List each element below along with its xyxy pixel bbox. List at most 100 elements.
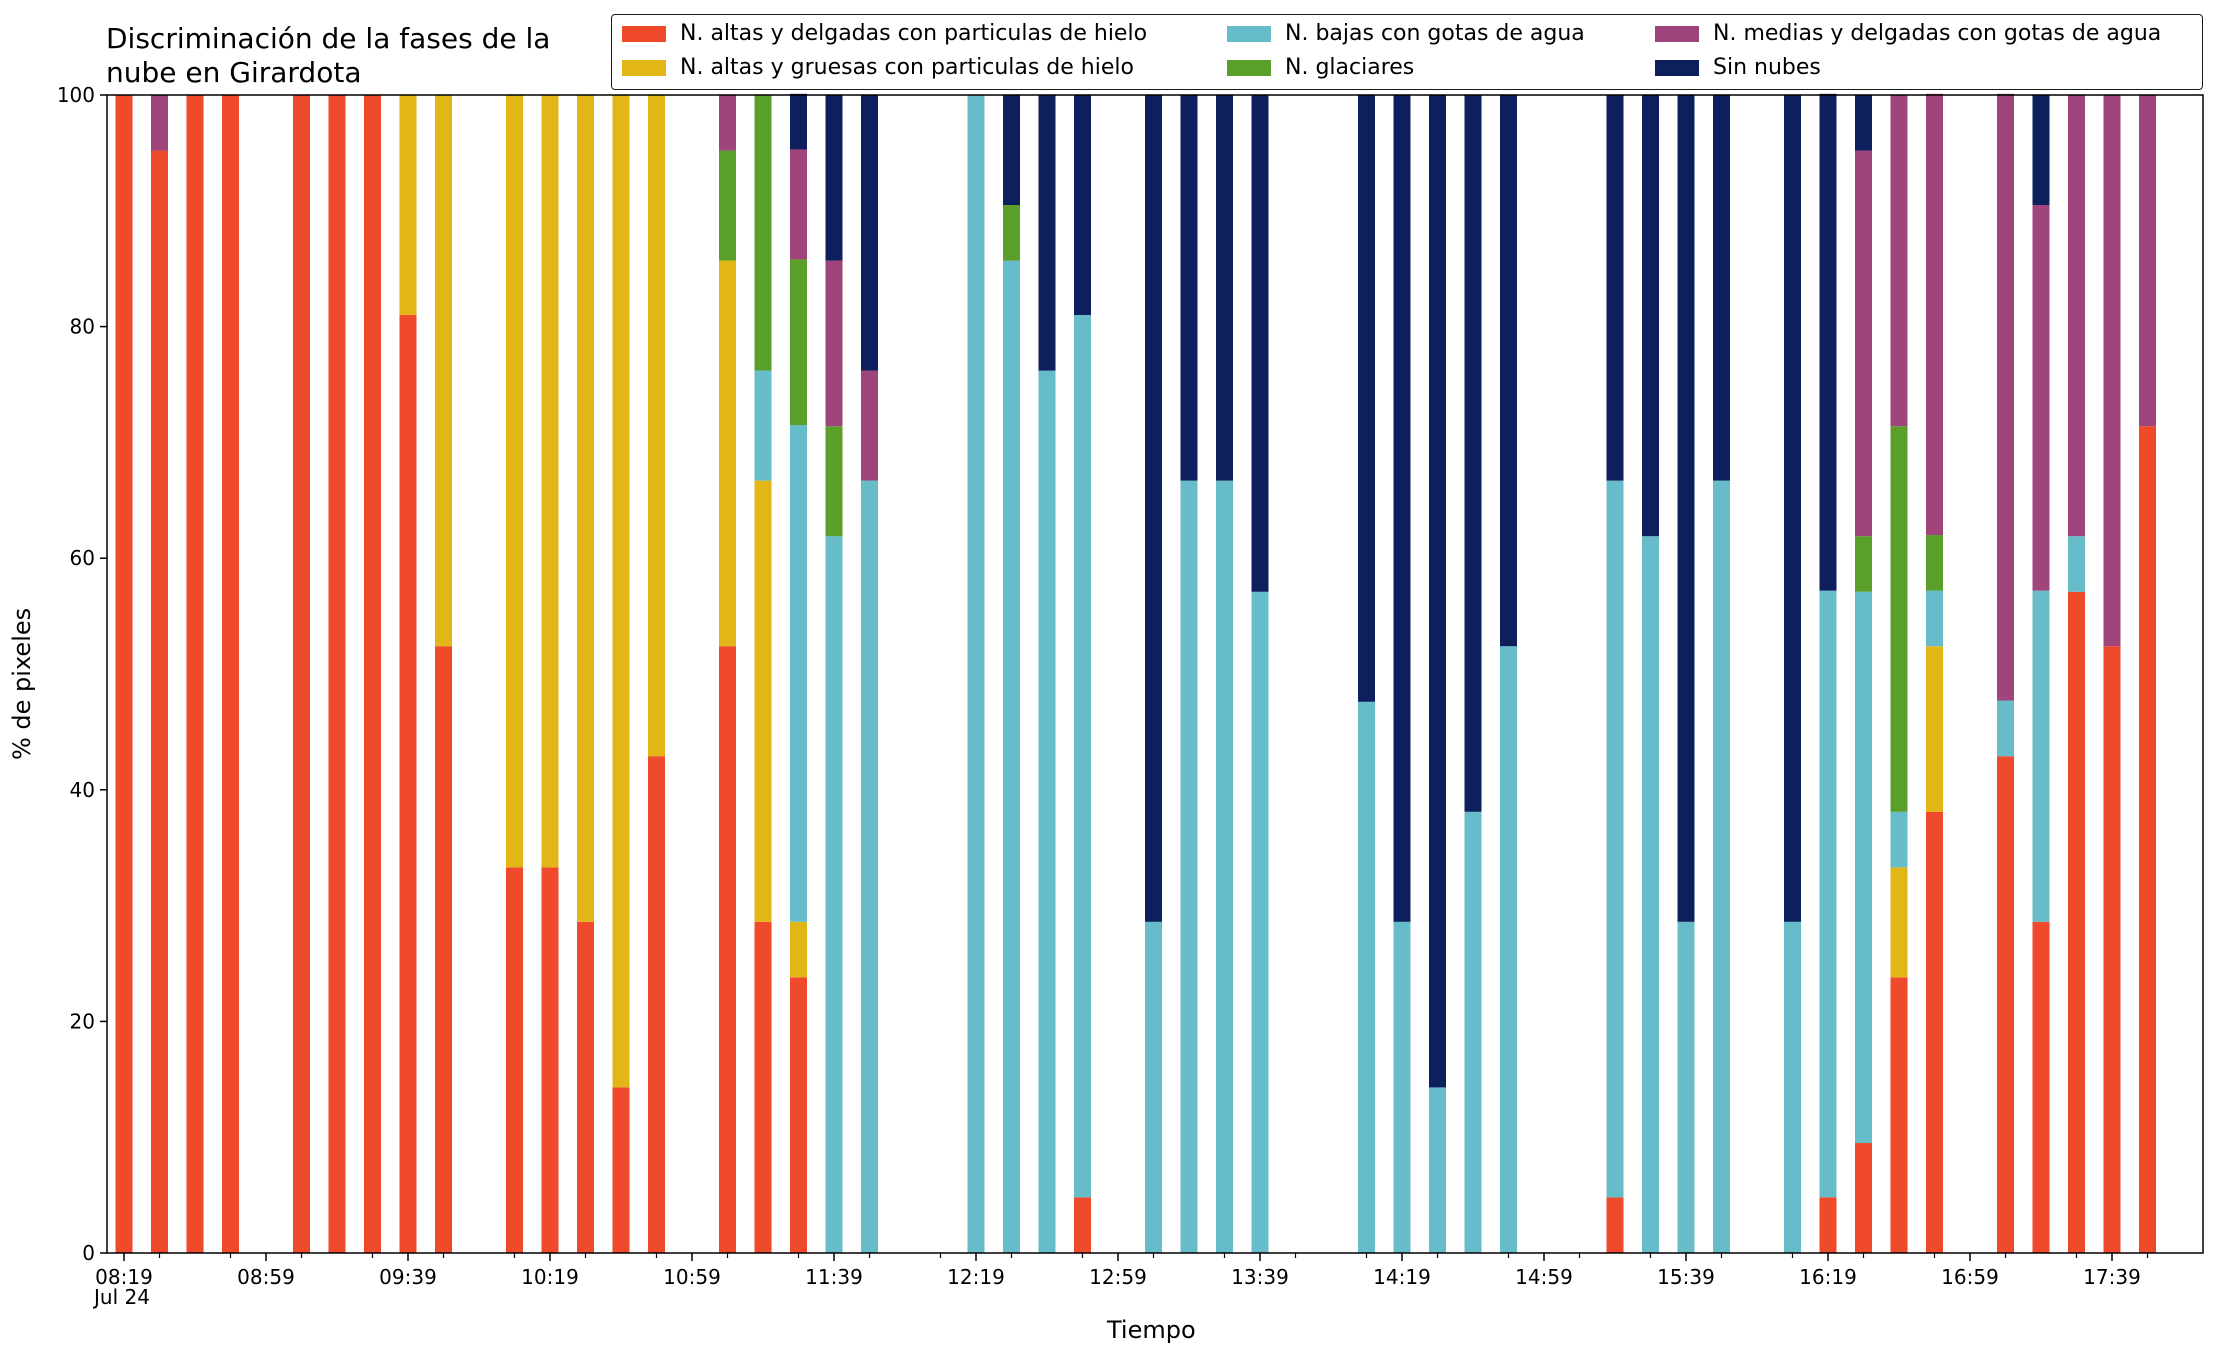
x-tick-label: 16:59 <box>1941 1265 1999 1289</box>
bar-segment <box>2032 205 2050 591</box>
x-tick-label: 12:19 <box>947 1265 1005 1289</box>
x-tick-label: 12:59 <box>1089 1265 1147 1289</box>
legend-swatch <box>622 59 666 76</box>
legend-item: N. bajas con gotas de agua <box>1227 21 1585 46</box>
x-tick-label: 13:39 <box>1231 1265 1289 1289</box>
bar-segment <box>1464 95 1482 812</box>
bar-segment <box>2032 590 2050 922</box>
bar-segment <box>577 95 594 922</box>
bar-segment <box>861 95 878 371</box>
bar-segment <box>1216 480 1233 1253</box>
bar-segment <box>1003 205 1020 261</box>
bar-segment <box>790 149 807 260</box>
bar-segment <box>1642 95 1659 537</box>
bar-segment <box>790 93 807 150</box>
bar-segment <box>612 95 630 1088</box>
bar-segment <box>1890 426 1908 812</box>
y-tick-label: 0 <box>82 1241 95 1265</box>
bar-segment <box>1003 260 1020 1253</box>
bar-segment <box>1180 480 1198 1253</box>
bar-segment <box>861 480 878 1253</box>
bar-segment <box>1926 811 1943 1253</box>
bar-segment <box>1677 921 1695 1253</box>
bar-segment <box>328 95 346 1253</box>
bar-segment <box>754 480 772 922</box>
bar-segment <box>1429 1087 1446 1253</box>
bar-segment <box>1784 95 1801 922</box>
bar-segment <box>1429 95 1446 1088</box>
x-tick-label: 14:19 <box>1373 1265 1431 1289</box>
bar-segment <box>1358 95 1375 702</box>
bar-segment <box>222 95 239 1253</box>
bar-segment <box>1855 95 1872 151</box>
bar-segment <box>2068 95 2085 537</box>
y-tick-label: 80 <box>70 315 95 339</box>
bar-segment <box>790 425 807 922</box>
legend-label: Sin nubes <box>1713 55 1821 80</box>
x-tick-label: 11:39 <box>805 1265 863 1289</box>
axes-layer: 0 20 40 60 80 100 08:19 08:59 09:39 10:19 10:59 11:… <box>57 83 2204 1289</box>
bar-segment <box>1003 95 1020 206</box>
bar-segment <box>1890 95 1908 427</box>
bar-segment <box>719 260 736 647</box>
bar-segment <box>1926 646 1943 812</box>
y-tick-label: 100 <box>57 83 95 107</box>
legend-label: N. bajas con gotas de agua <box>1285 21 1585 46</box>
bar-segment <box>2103 646 2121 1253</box>
bar-segment <box>861 370 878 481</box>
y-axis-label: % de pixeles <box>8 607 36 760</box>
bar-segment <box>1606 95 1624 481</box>
bars-layer <box>115 93 2156 1254</box>
x-axis-date-label: Jul 24 <box>94 1285 150 1309</box>
bar-segment <box>1713 480 1730 1253</box>
bar-segment <box>1819 93 1837 591</box>
legend-item: N. altas y gruesas con particulas de hie… <box>622 55 1134 80</box>
bar-segment <box>1038 95 1056 371</box>
bar-segment <box>754 95 772 371</box>
bar-segment <box>399 95 417 316</box>
bar-segment <box>825 536 843 1253</box>
bar-segment <box>1997 700 2014 757</box>
legend: N. altas y delgadas con particulas de hi… <box>611 14 2203 90</box>
bar-segment <box>364 95 381 1253</box>
bar-segment <box>2103 95 2121 647</box>
bar-segment <box>719 150 736 261</box>
bar-segment <box>1180 95 1198 481</box>
bar-segment <box>1997 756 2014 1253</box>
bar-segment <box>2139 95 2156 427</box>
bar-segment <box>2032 921 2050 1253</box>
plot-frame <box>106 94 2204 1254</box>
bar-segment <box>1819 1197 1837 1253</box>
bar-segment <box>541 867 559 1253</box>
bar-segment <box>115 95 133 1253</box>
bar-segment <box>1500 95 1517 647</box>
bar-segment <box>1890 811 1908 868</box>
legend-swatch <box>622 25 666 42</box>
bar-segment <box>1038 370 1056 1253</box>
bar-segment <box>1393 95 1411 922</box>
bar-segment <box>506 867 523 1253</box>
bar-segment <box>754 370 772 481</box>
bar-segment <box>1926 590 1943 647</box>
bar-segment <box>435 646 452 1253</box>
bar-segment <box>612 1087 630 1253</box>
x-tick-label: 08:19 <box>95 1265 153 1289</box>
bar-segment <box>648 756 665 1253</box>
bar-segment <box>2032 95 2050 206</box>
bar-segment <box>1145 95 1162 922</box>
y-tick-label: 20 <box>70 1009 95 1033</box>
bar-segment <box>1819 590 1837 1198</box>
bar-segment <box>719 646 736 1253</box>
legend-swatch <box>1227 59 1271 76</box>
bar-segment <box>1251 95 1269 592</box>
legend-label: N. altas y delgadas con particulas de hi… <box>680 21 1148 46</box>
bar-segment <box>1358 701 1375 1253</box>
bar-segment <box>1500 646 1517 1253</box>
x-tick-label: 10:19 <box>521 1265 579 1289</box>
bar-segment <box>435 95 452 647</box>
legend-label: N. altas y gruesas con particulas de hie… <box>680 55 1134 80</box>
x-tick-label: 08:59 <box>237 1265 295 1289</box>
bar-segment <box>1855 1142 1872 1253</box>
bar-segment <box>1890 977 1908 1253</box>
